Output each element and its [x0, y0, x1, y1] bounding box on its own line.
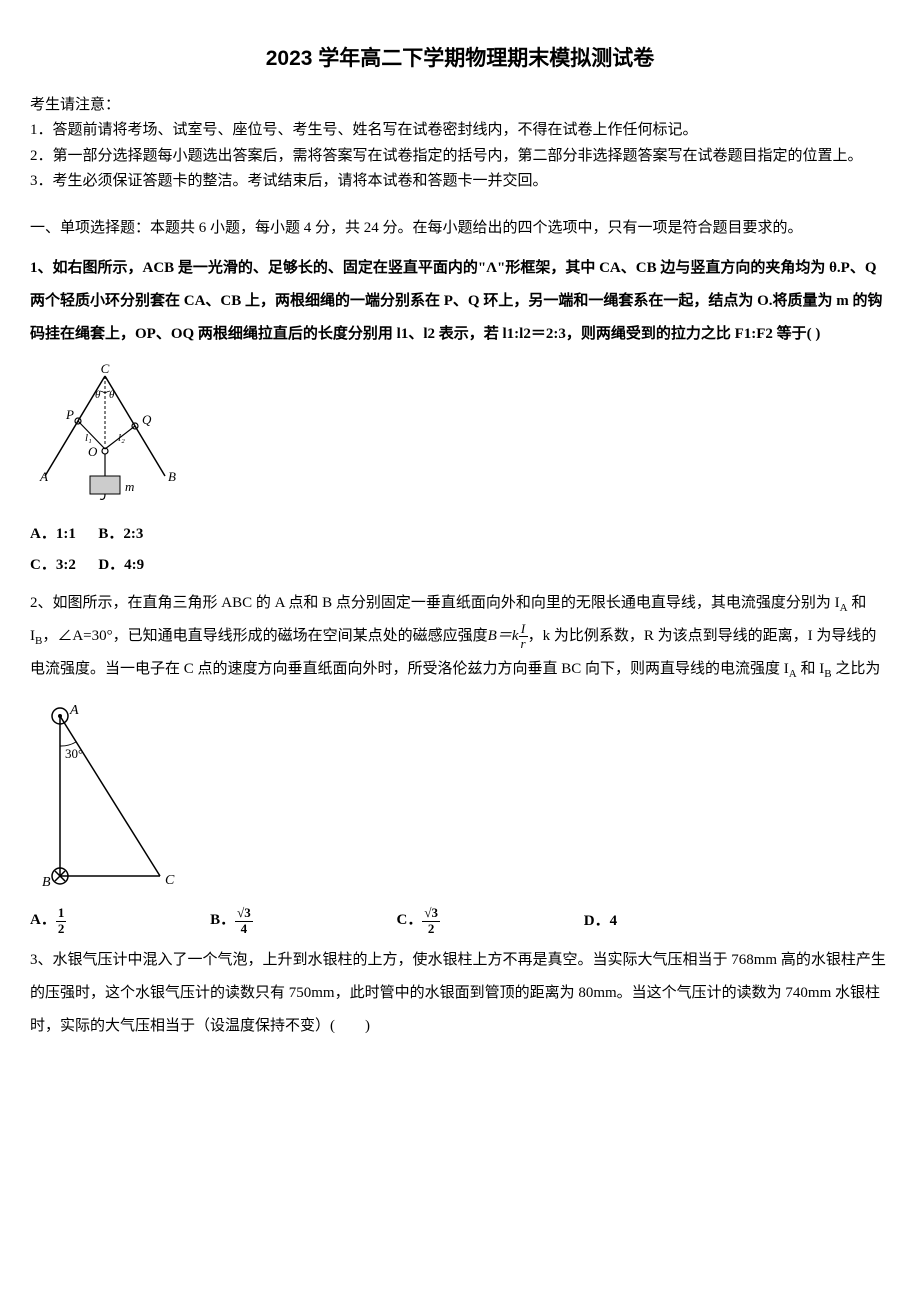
svg-text:l₁: l₁ [85, 432, 92, 444]
q2-text-part: 和 I [797, 661, 825, 677]
q1-option-b: B．2:3 [98, 526, 143, 542]
svg-text:O: O [88, 444, 98, 459]
q2-text-part: 2、如图所示，在直角三角形 ABC 的 A 点和 B 点分别固定一垂直纸面向外和… [30, 595, 840, 611]
q2-option-b: B．√34 [210, 906, 253, 936]
q1-options: A．1:1 B．2:3 C．3:2 D．4:9 [30, 521, 890, 579]
q3-text: 3、水银气压计中混入了一个气泡，上升到水银柱的上方，使水银柱上方不再是真空。当实… [30, 952, 886, 1034]
q1-option-a: A．1:1 [30, 526, 76, 542]
question-2: 2、如图所示，在直角三角形 ABC 的 A 点和 B 点分别固定一垂直纸面向外和… [30, 587, 890, 687]
q2-sub: A [840, 602, 848, 614]
svg-text:θ: θ [95, 389, 101, 401]
svg-text:A: A [39, 469, 48, 484]
q2-option-d: D．4 [584, 908, 617, 935]
q1-option-c: C．3:2 [30, 557, 76, 573]
svg-text:30°: 30° [65, 746, 83, 761]
q2-sub: A [789, 668, 797, 680]
q2-options: A．12 B．√34 C．√32 D．4 [30, 906, 890, 936]
svg-text:B: B [42, 875, 51, 890]
svg-text:P: P [65, 407, 74, 422]
q2-sub: B [824, 668, 831, 680]
q2-figure: A B C 30° [30, 696, 890, 896]
q1-option-d: D．4:9 [98, 557, 144, 573]
page-title: 2023 学年高二下学期物理期末模拟测试卷 [30, 40, 890, 78]
q2-text-part: ，∠A=30°，已知通电直导线形成的磁场在空间某点处的磁感应强度 [42, 628, 487, 644]
q1-text: 1、如右图所示，ACB 是一光滑的、足够长的、固定在竖直平面内的"Λ"形框架，其… [30, 260, 883, 342]
svg-text:A: A [69, 703, 79, 718]
section1-header: 一、单项选择题：本题共 6 小题，每小题 4 分，共 24 分。在每小题给出的四… [30, 215, 890, 242]
q2-option-a: A．12 [30, 906, 66, 936]
q2-text-part: 之比为 [832, 661, 881, 677]
instruction-item: 1．答题前请将考场、试室号、座位号、考生号、姓名写在试卷密封线内，不得在试卷上作… [30, 118, 890, 144]
instructions-header: 考生请注意： [30, 93, 890, 119]
q2-option-c: C．√32 [397, 906, 440, 936]
instruction-item: 3．考生必须保证答题卡的整洁。考试结束后，请将本试卷和答题卡一并交回。 [30, 169, 890, 195]
svg-text:Q: Q [142, 412, 152, 427]
svg-text:l₂: l₂ [118, 432, 125, 444]
svg-text:θ: θ [109, 389, 115, 401]
question-1: 1、如右图所示，ACB 是一光滑的、足够长的、固定在竖直平面内的"Λ"形框架，其… [30, 252, 890, 351]
svg-text:B: B [168, 469, 176, 484]
svg-text:C: C [165, 873, 175, 888]
instruction-item: 2．第一部分选择题每小题选出答案后，需将答案写在试卷指定的括号内，第二部分非选择… [30, 144, 890, 170]
instructions-block: 考生请注意： 1．答题前请将考场、试室号、座位号、考生号、姓名写在试卷密封线内，… [30, 93, 890, 195]
q1-figure: C A B P Q O m l₁ l₂ θ θ [30, 361, 890, 511]
svg-text:C: C [101, 361, 110, 376]
svg-text:m: m [125, 479, 134, 494]
q2-formula: B＝kIr [488, 628, 528, 644]
question-3: 3、水银气压计中混入了一个气泡，上升到水银柱的上方，使水银柱上方不再是真空。当实… [30, 944, 890, 1043]
